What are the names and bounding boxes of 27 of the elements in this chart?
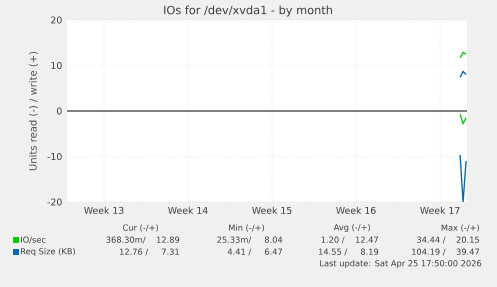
- text: 4.41 / 6.47: [228, 248, 282, 256]
- x-tick-label: Week 15: [252, 206, 292, 214]
- x-tick-label: Week 13: [84, 206, 124, 214]
- text: 104.19 / 39.47: [412, 248, 480, 256]
- text: 368.30m/ 12.89: [106, 236, 180, 244]
- text: Max (-/+): [442, 224, 480, 232]
- y-tick-label: 20: [51, 16, 62, 24]
- text: 12.76 / 7.31: [120, 248, 179, 256]
- text: Min (-/+): [229, 224, 264, 232]
- x-tick-label: Week 16: [336, 206, 376, 214]
- y-tick-label: 0: [56, 107, 62, 115]
- text: Last update: Sat Apr 25 17:50:00 2026: [320, 260, 482, 268]
- x-tick-label: Week 14: [168, 206, 208, 214]
- text: 14.55 / 8.19: [319, 248, 378, 256]
- x-tick-label: Week 17: [420, 206, 460, 214]
- legend-label: Req Size (KB): [21, 248, 76, 256]
- text: Avg (-/+): [334, 224, 370, 232]
- y-tick-label: 10: [51, 62, 62, 70]
- text: Cur (-/+): [123, 224, 158, 232]
- legend-label: IO/sec: [21, 236, 46, 244]
- y-axis-title: Units read (-) / write (+): [28, 52, 38, 170]
- text: 34.44 / 20.15: [417, 236, 479, 244]
- text: 1.20 / 12.47: [322, 236, 378, 244]
- y-tick-label: -20: [48, 198, 62, 206]
- chart-title: IOs for /dev/xvda1 - by month: [164, 6, 332, 16]
- text: 25.33m/ 8.04: [217, 236, 282, 244]
- y-tick-label: -10: [48, 152, 62, 160]
